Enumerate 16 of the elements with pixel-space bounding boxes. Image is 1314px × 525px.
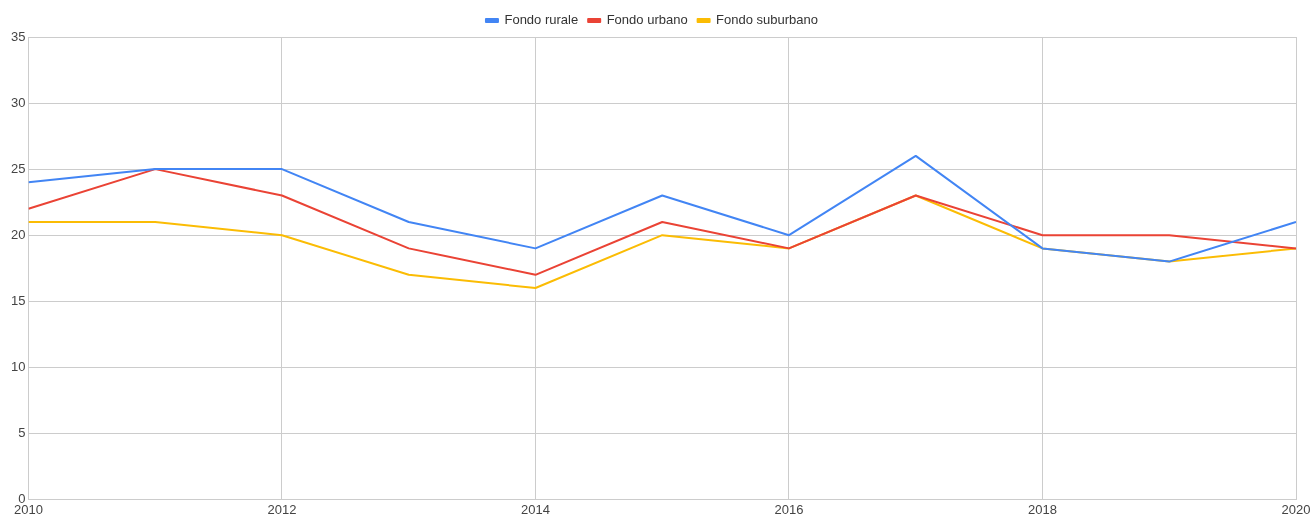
x-tick-label: 2016 bbox=[774, 501, 804, 517]
legend-label: Fondo urbano bbox=[606, 12, 688, 28]
y-tick-label: 15 bbox=[10, 292, 26, 308]
x-tick-label: 2012 bbox=[267, 501, 297, 517]
legend-label: Fondo rurale bbox=[504, 12, 579, 28]
x-tick-label: 2018 bbox=[1028, 501, 1057, 517]
y-tick-label: 0 bbox=[18, 490, 26, 506]
y-tick-label: 30 bbox=[10, 94, 26, 110]
y-tick-label: 35 bbox=[10, 28, 26, 44]
legend-label: Fondo suburbano bbox=[716, 12, 819, 28]
x-tick-label: 2014 bbox=[521, 501, 550, 517]
y-tick-label: 10 bbox=[10, 358, 26, 374]
y-tick-label: 25 bbox=[10, 160, 26, 176]
x-tick-label: 2020 bbox=[1281, 501, 1311, 517]
y-tick-label: 5 bbox=[18, 424, 26, 440]
y-tick-label: 20 bbox=[10, 226, 26, 242]
